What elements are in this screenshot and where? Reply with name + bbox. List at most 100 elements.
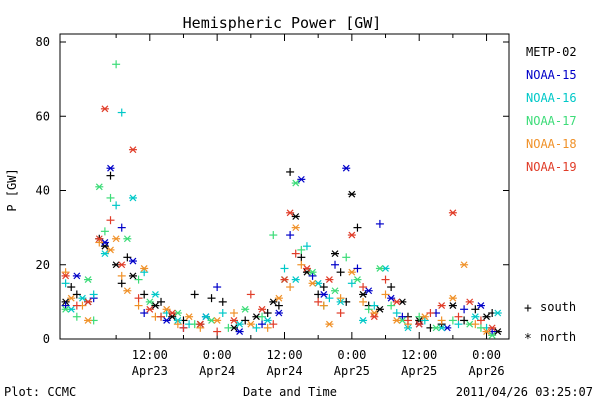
data-point: [72, 272, 81, 280]
data-point: [218, 309, 227, 318]
data-point: [342, 253, 351, 262]
data-point: [291, 276, 300, 284]
data-point: [387, 301, 396, 310]
plot-frame: [59, 33, 510, 340]
data-point: [291, 179, 300, 187]
data-point: [241, 305, 250, 313]
data-point: [381, 290, 390, 299]
data-point: [297, 253, 306, 262]
data-point: [269, 320, 278, 329]
data-point: [196, 323, 205, 332]
data-point: [415, 320, 424, 328]
data-point: [364, 287, 373, 295]
data-point: [241, 316, 250, 325]
data-point: [78, 294, 87, 302]
legend: METP-02 NOAA-15 NOAA-16 NOAA-17 NOAA-18 NOAA-…: [526, 45, 577, 174]
data-point: [291, 249, 300, 258]
data-point: [291, 224, 300, 232]
data-point: [100, 227, 109, 236]
data-point: [392, 309, 401, 318]
data-point: [460, 261, 469, 269]
data-point: [465, 298, 474, 306]
north-label: north: [540, 330, 576, 344]
axis-ticks: 0 20 40 60 80 12:00 Apr23 0:00 Apr24 12:00 Apr24 0:…: [36, 34, 509, 378]
data-point: [375, 305, 384, 313]
data-point: [286, 167, 295, 176]
data-point: [84, 276, 93, 284]
data-point: [314, 297, 323, 306]
data-point: [258, 312, 267, 321]
data-point: [252, 323, 261, 332]
data-point: [274, 309, 283, 317]
data-point: [145, 305, 154, 313]
data-point: [128, 257, 137, 265]
data-point: [213, 317, 222, 324]
x-tick-label: 12:00: [266, 348, 302, 362]
data-point: [112, 201, 121, 210]
data-point: [246, 290, 255, 299]
data-point: [370, 309, 379, 317]
data-point: [460, 305, 469, 314]
data-point: [95, 183, 104, 191]
data-point: [61, 279, 70, 288]
legend-entry: NOAA-18: [526, 137, 577, 151]
data-point: [325, 294, 334, 303]
x-tick-sublabel: Apr23: [132, 364, 168, 378]
data-points: [61, 60, 502, 339]
data-point: [347, 279, 356, 288]
data-point: [331, 260, 340, 269]
data-point: [482, 313, 491, 321]
data-point: [319, 291, 328, 298]
data-point: [72, 312, 81, 321]
data-point: [112, 235, 121, 243]
data-point: [128, 194, 137, 202]
x-tick-sublabel: Apr24: [199, 364, 235, 378]
data-point: [168, 313, 177, 321]
data-point: [437, 316, 446, 325]
data-point: [359, 291, 368, 298]
data-point: [67, 294, 76, 302]
data-point: [375, 265, 384, 272]
data-point: [353, 223, 362, 232]
y-axis-label: P [GW]: [5, 168, 19, 211]
data-point: [286, 231, 295, 240]
x-tick-label: 0:00: [472, 348, 501, 362]
data-point: [224, 323, 233, 332]
data-point: [61, 272, 70, 280]
x-axis-label: Date and Time: [243, 385, 337, 399]
x-tick-label: 0:00: [203, 348, 232, 362]
data-point: [471, 305, 480, 314]
data-point: [162, 317, 171, 324]
data-point: [128, 146, 137, 154]
data-point: [302, 265, 311, 272]
plot-credit: Plot: CCMC: [4, 385, 76, 399]
data-point: [196, 320, 205, 328]
data-point: [420, 316, 429, 325]
data-point: [123, 235, 132, 243]
data-point: [235, 320, 244, 328]
data-point: [61, 305, 70, 313]
data-point: [297, 260, 306, 269]
data-point: [134, 294, 143, 303]
north-symbol: *: [524, 332, 532, 347]
data-point: [263, 317, 272, 324]
data-point: [460, 316, 469, 325]
data-point: [392, 317, 401, 324]
x-tick-label: 12:00: [401, 348, 437, 362]
symbol-legend: + south * north: [524, 300, 576, 347]
legend-entry: METP-02: [526, 45, 577, 59]
data-point: [229, 309, 238, 318]
data-point: [336, 268, 345, 277]
data-point: [476, 302, 485, 310]
data-point: [112, 60, 121, 69]
data-point: [117, 279, 126, 288]
data-point: [100, 105, 109, 113]
data-point: [280, 264, 289, 273]
data-point: [302, 242, 311, 251]
data-point: [493, 309, 502, 317]
data-point: [269, 231, 278, 240]
data-point: [123, 253, 132, 262]
data-point: [263, 309, 272, 318]
data-point: [353, 276, 362, 284]
